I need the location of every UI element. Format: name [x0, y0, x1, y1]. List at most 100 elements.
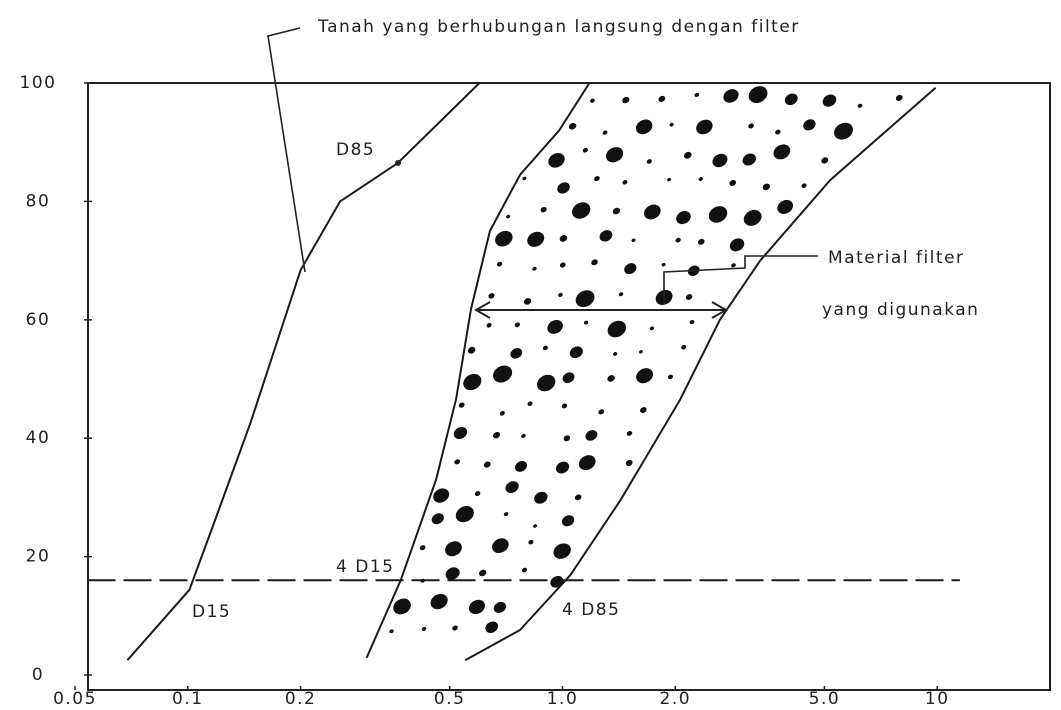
- gravel-dot: [696, 119, 713, 135]
- gravel-dot: [495, 230, 513, 247]
- gravel-dot: [803, 119, 816, 131]
- gravel-dot: [762, 183, 771, 191]
- gravel-dot: [646, 159, 652, 164]
- y-tick-label: 20: [26, 547, 51, 567]
- gravel-dot: [510, 348, 523, 359]
- gravel-dot: [419, 545, 426, 551]
- gravel-dot: [607, 320, 627, 338]
- gravel-dot: [585, 430, 598, 441]
- gravel-dot: [612, 207, 621, 215]
- gravel-dot: [492, 538, 509, 554]
- gravel-dot: [895, 94, 903, 101]
- gravel-dot: [773, 144, 791, 160]
- gravel-dot: [503, 512, 509, 517]
- gravel-dot: [458, 402, 465, 408]
- annotation: D85: [336, 140, 375, 160]
- gravel-dot: [578, 455, 596, 471]
- gravel-dot: [506, 214, 511, 219]
- annotation: 4 D15: [336, 557, 394, 577]
- x-tick-label: 1.0: [547, 689, 579, 709]
- gravel-dot: [420, 578, 426, 583]
- gravel-dot: [583, 320, 589, 325]
- gravel-dot: [821, 157, 829, 164]
- gravel-dot: [748, 86, 768, 104]
- gravel-dot: [548, 153, 565, 168]
- gravel-dot: [613, 352, 618, 356]
- gravel-dot: [468, 599, 485, 615]
- curve: [365, 82, 591, 659]
- gravel-dot: [712, 153, 728, 168]
- gravel-dot: [467, 346, 476, 354]
- gravel-dot: [527, 231, 545, 247]
- x-tick-label: 5.0: [809, 689, 841, 709]
- gravel-dot: [433, 488, 450, 503]
- y-tick-label: 80: [26, 191, 51, 211]
- gravel-dot: [685, 294, 693, 300]
- gravel-dot: [555, 461, 570, 474]
- gravel-dot: [661, 262, 666, 267]
- gravel-dot: [563, 435, 571, 442]
- gravel-dot: [488, 293, 495, 299]
- gravel-dot: [731, 263, 736, 268]
- gravel-dot: [708, 206, 728, 223]
- gravel-dot: [540, 206, 547, 213]
- gravel-dot: [558, 292, 563, 298]
- gravel-dot: [626, 430, 633, 436]
- gravel-dot: [625, 459, 633, 467]
- gravel-dot: [697, 238, 705, 245]
- gravel-dot: [729, 238, 745, 252]
- gravel-dot: [658, 95, 666, 102]
- gravel-dot: [496, 261, 503, 267]
- gravel-dot: [574, 494, 582, 501]
- gravel-dot: [683, 151, 692, 159]
- gravel-dot: [454, 459, 461, 465]
- gravel-dot: [445, 567, 460, 580]
- leader-line: [663, 255, 818, 304]
- gravel-dot: [572, 202, 591, 219]
- annotation: yang digunakan: [822, 300, 979, 320]
- gravel-dot: [393, 598, 411, 615]
- y-tick-label: 0: [32, 665, 44, 685]
- arrow-head: [711, 301, 729, 319]
- gravel-dot: [534, 491, 548, 504]
- y-tick-label: 60: [26, 310, 51, 330]
- gravel-dot: [748, 123, 754, 129]
- gravel-dot: [542, 345, 548, 351]
- curve: [464, 86, 937, 662]
- gravel-dot: [514, 322, 521, 328]
- gravel-dot: [522, 176, 527, 181]
- gravel-dot: [493, 601, 507, 613]
- gravel-dot: [667, 374, 673, 380]
- annotation: 4 D85: [562, 600, 620, 620]
- gravel-dot: [606, 147, 624, 163]
- gravel-dot: [723, 89, 739, 103]
- gravel-dot: [857, 103, 863, 108]
- gravel-dot: [536, 374, 556, 392]
- gravel-dot: [421, 627, 427, 632]
- x-tick-label: 0.2: [285, 689, 317, 709]
- gravel-dot: [631, 238, 636, 243]
- gravel-dot: [562, 372, 575, 384]
- gravel-dot: [643, 204, 661, 220]
- gravel-dot: [452, 625, 458, 631]
- gravel-dot: [602, 130, 608, 135]
- gravel-dot: [514, 460, 528, 472]
- gravel-dot: [594, 176, 600, 182]
- gravel-dot: [775, 129, 781, 135]
- gravel-dot: [483, 461, 491, 468]
- gravel-dot: [618, 292, 624, 297]
- gravel-dot: [575, 290, 595, 308]
- gravel-dot: [689, 320, 695, 325]
- gravel-dot: [622, 96, 630, 104]
- gravel-dot: [667, 177, 672, 182]
- gravel-dot: [485, 621, 499, 633]
- gravel-dot: [822, 94, 837, 107]
- gravel-dot: [431, 513, 444, 525]
- gravel-dot: [675, 237, 681, 243]
- gravel-dot: [635, 119, 653, 135]
- gravel-dot: [801, 183, 807, 188]
- gravel-dot: [681, 344, 687, 350]
- gravel-dot: [640, 407, 647, 414]
- gravel-dot: [463, 373, 482, 391]
- gravel-dot: [729, 179, 737, 186]
